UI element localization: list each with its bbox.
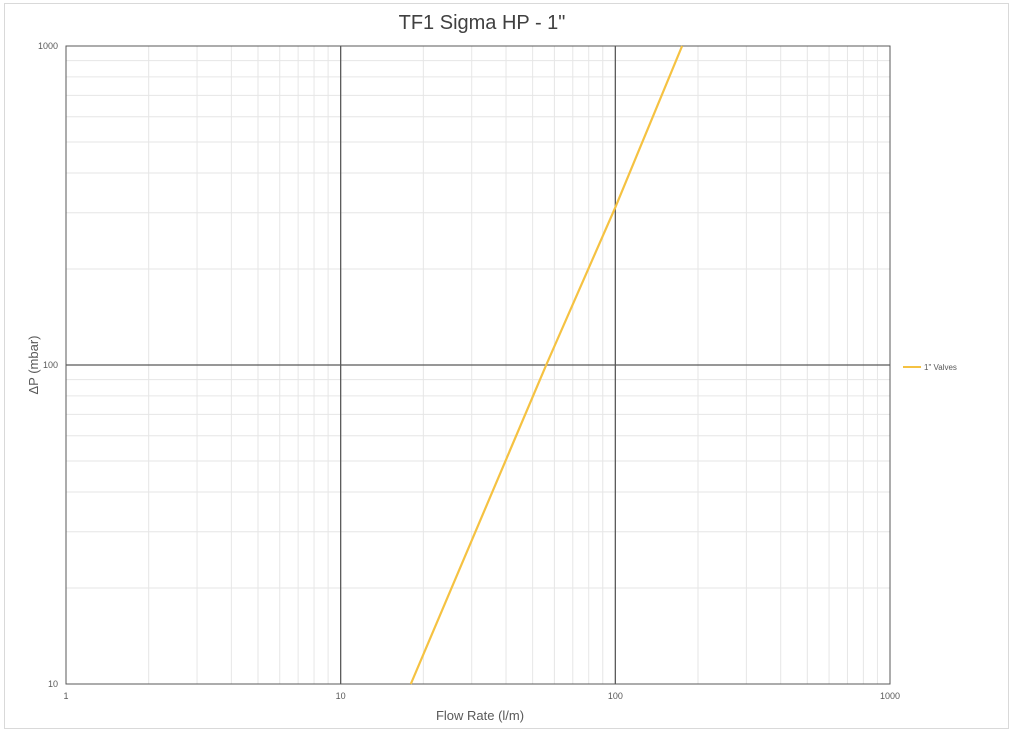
x-tick-label: 1 — [63, 691, 68, 701]
major-gridlines — [66, 46, 890, 684]
y-tick-labels: 10 100 1000 — [38, 41, 58, 689]
series-line — [409, 45, 684, 685]
x-tick-label: 1000 — [880, 691, 900, 701]
x-tick-labels: 1 10 100 1000 — [63, 691, 900, 701]
legend: 1" Valves — [903, 363, 957, 372]
chart-title: TF1 Sigma HP - 1" — [399, 12, 566, 34]
y-axis-label: ΔP (mbar) — [26, 335, 41, 394]
x-tick-label: 100 — [608, 691, 623, 701]
y-tick-label: 1000 — [38, 41, 58, 51]
x-tick-label: 10 — [336, 691, 346, 701]
y-tick-label: 10 — [48, 679, 58, 689]
y-tick-label: 100 — [43, 360, 58, 370]
x-axis-label: Flow Rate (l/m) — [436, 708, 524, 723]
plot-area — [65, 45, 891, 685]
legend-label: 1" Valves — [924, 363, 957, 372]
series-layer — [409, 45, 684, 685]
